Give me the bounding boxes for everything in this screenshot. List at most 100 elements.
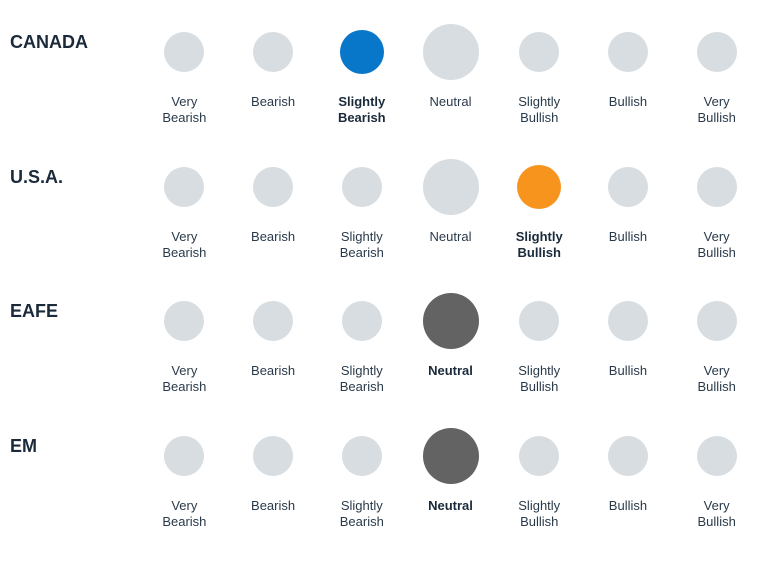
dot-wrap [253, 155, 293, 219]
dot-icon [608, 32, 648, 72]
dot-wrap [697, 289, 737, 353]
scale-cell: Slightly Bullish [495, 155, 584, 262]
dot-wrap [342, 155, 382, 219]
dot-wrap [519, 289, 559, 353]
dot-icon [423, 428, 479, 484]
chart-row: EM Very Bearish Bearish Slightly Bearish Neu… [10, 424, 761, 531]
scale-label: Very Bearish [162, 229, 206, 262]
scale-cell: Neutral [406, 424, 495, 531]
dot-wrap [342, 289, 382, 353]
dot-wrap [340, 20, 384, 84]
scale-cell: Neutral [406, 20, 495, 127]
chart-row: CANADAVery BearishBearishSlightly Bearis… [10, 20, 761, 127]
scale-label: Neutral [430, 229, 472, 245]
scale-cell: Bullish [584, 289, 673, 396]
scale-label: Neutral [430, 94, 472, 110]
scale-label: Very Bearish [162, 498, 206, 531]
dot-wrap [164, 424, 204, 488]
scale-label: Slightly Bullish [516, 229, 563, 262]
scale-label: Very Bullish [698, 229, 736, 262]
dot-icon [253, 301, 293, 341]
dot-icon [519, 301, 559, 341]
scale-label: Bearish [251, 229, 295, 245]
scale-label: Bullish [609, 229, 647, 245]
dot-wrap [164, 289, 204, 353]
scale-cell: Bearish [229, 289, 318, 396]
dot-wrap [342, 424, 382, 488]
chart-row: EAFEVery BearishBearishSlightly BearishN… [10, 289, 761, 396]
scale-cell: Slightly Bullish [495, 20, 584, 127]
dot-icon [342, 167, 382, 207]
scale-cell: Very Bearish [140, 424, 229, 531]
dot-icon [697, 32, 737, 72]
dot-icon [340, 30, 384, 74]
dot-wrap [423, 424, 479, 488]
dot-wrap [697, 424, 737, 488]
dot-icon [423, 24, 479, 80]
dot-icon [517, 165, 561, 209]
row-label: EM [10, 424, 140, 457]
scale-cell: Very Bullish [672, 155, 761, 262]
dot-icon [697, 301, 737, 341]
scale-label: Slightly Bullish [518, 94, 560, 127]
scale-cell: Very Bullish [672, 424, 761, 531]
scale-cell: Slightly Bearish [317, 20, 406, 127]
dot-wrap [608, 20, 648, 84]
scale-cell: Slightly Bearish [317, 424, 406, 531]
dot-wrap [608, 155, 648, 219]
dot-wrap [253, 289, 293, 353]
dot-icon [164, 301, 204, 341]
scale-label: Bullish [609, 498, 647, 514]
cells: Very Bearish Bearish Slightly Bearish Neutr… [140, 155, 761, 262]
dot-wrap [253, 20, 293, 84]
cells: Very Bearish Bearish Slightly Bearish Neutr… [140, 424, 761, 531]
scale-cell: Very Bearish [140, 20, 229, 127]
dot-wrap [164, 155, 204, 219]
scale-cell: Bullish [584, 20, 673, 127]
dot-icon [697, 436, 737, 476]
scale-label: Slightly Bullish [518, 498, 560, 531]
scale-cell: Neutral [406, 155, 495, 262]
scale-label: Slightly Bullish [518, 363, 560, 396]
scale-cell: Very Bearish [140, 289, 229, 396]
scale-label: Bullish [609, 363, 647, 379]
scale-cell: Slightly Bearish [317, 289, 406, 396]
scale-cell: Slightly Bearish [317, 155, 406, 262]
scale-cell: Very Bearish [140, 155, 229, 262]
scale-cell: Slightly Bullish [495, 289, 584, 396]
dot-icon [423, 159, 479, 215]
dot-icon [519, 436, 559, 476]
dot-wrap [423, 20, 479, 84]
scale-label: Neutral [428, 498, 473, 514]
dot-icon [608, 301, 648, 341]
scale-cell: Bearish [229, 155, 318, 262]
dot-icon [164, 32, 204, 72]
dot-icon [342, 301, 382, 341]
chart-row: U.S.A. Very Bearish Bearish Slightly Bearis… [10, 155, 761, 262]
scale-label: Very Bearish [162, 363, 206, 396]
cells: Very BearishBearishSlightly BearishNeutr… [140, 20, 761, 127]
scale-label: Very Bullish [698, 498, 736, 531]
scale-cell: Bearish [229, 424, 318, 531]
dot-icon [253, 436, 293, 476]
cells: Very BearishBearishSlightly BearishNeutr… [140, 289, 761, 396]
scale-label: Slightly Bearish [340, 229, 384, 262]
row-label: CANADA [10, 20, 140, 53]
scale-label: Slightly Bearish [340, 363, 384, 396]
scale-label: Very Bullish [698, 363, 736, 396]
dot-wrap [608, 289, 648, 353]
dot-wrap [423, 289, 479, 353]
dot-icon [608, 436, 648, 476]
dot-wrap [519, 20, 559, 84]
scale-cell: Bullish [584, 155, 673, 262]
sentiment-dot-chart: CANADAVery BearishBearishSlightly Bearis… [10, 20, 761, 530]
dot-icon [164, 436, 204, 476]
scale-cell: Slightly Bullish [495, 424, 584, 531]
dot-wrap [608, 424, 648, 488]
scale-cell: Very Bullish [672, 289, 761, 396]
row-label: U.S.A. [10, 155, 140, 188]
scale-label: Slightly Bearish [340, 498, 384, 531]
dot-icon [608, 167, 648, 207]
dot-wrap [423, 155, 479, 219]
dot-icon [519, 32, 559, 72]
